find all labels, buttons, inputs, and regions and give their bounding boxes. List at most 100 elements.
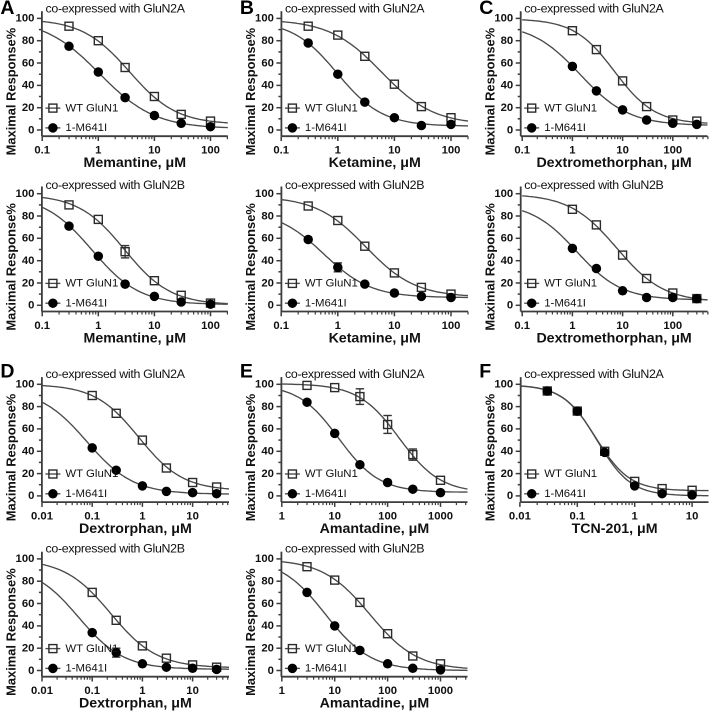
svg-text:0: 0 (28, 665, 34, 677)
svg-text:WT GluN1: WT GluN1 (305, 102, 358, 114)
svg-text:10: 10 (616, 145, 629, 157)
svg-text:80: 80 (22, 401, 35, 413)
svg-text:0: 0 (507, 124, 513, 136)
svg-text:100: 100 (494, 379, 513, 391)
svg-text:100: 100 (201, 145, 220, 157)
svg-text:0: 0 (268, 124, 274, 136)
svg-text:80: 80 (22, 576, 35, 588)
svg-text:20: 20 (22, 468, 35, 480)
svg-text:Maximal Response%: Maximal Response% (243, 27, 258, 155)
svg-text:co-expressed with GluN2A: co-expressed with GluN2A (285, 1, 425, 15)
svg-text:1: 1 (279, 685, 285, 697)
svg-text:40: 40 (22, 80, 35, 92)
svg-text:60: 60 (22, 57, 35, 69)
svg-text:10: 10 (148, 320, 161, 332)
svg-text:F: F (479, 360, 491, 382)
svg-text:co-expressed with GluN2A: co-expressed with GluN2A (46, 367, 186, 381)
svg-text:co-expressed with GluN2B: co-expressed with GluN2B (46, 541, 186, 555)
svg-text:Maximal Response%: Maximal Response% (4, 203, 19, 331)
svg-text:1-M641I: 1-M641I (544, 297, 586, 309)
svg-text:Maximal Response%: Maximal Response% (243, 203, 258, 331)
svg-text:40: 40 (22, 446, 35, 458)
svg-text:100: 100 (16, 553, 35, 565)
svg-text:0.01: 0.01 (509, 511, 531, 523)
svg-text:80: 80 (261, 210, 274, 222)
svg-text:Dextromethorphan, μM: Dextromethorphan, μM (536, 155, 691, 171)
svg-text:Maximal Response%: Maximal Response% (483, 27, 498, 155)
svg-text:1-M641I: 1-M641I (65, 488, 107, 500)
svg-text:0: 0 (268, 490, 274, 502)
svg-text:100: 100 (378, 685, 397, 697)
svg-text:20: 20 (261, 468, 274, 480)
svg-text:20: 20 (261, 102, 274, 114)
svg-text:1-M641I: 1-M641I (305, 488, 347, 500)
svg-text:60: 60 (261, 57, 274, 69)
svg-text:60: 60 (501, 57, 514, 69)
svg-text:co-expressed with GluN2A: co-expressed with GluN2A (524, 367, 664, 381)
svg-text:1: 1 (335, 145, 341, 157)
svg-text:B: B (240, 0, 254, 19)
svg-text:Amantadine, μM: Amantadine, μM (320, 696, 430, 712)
svg-text:Memantine, μM: Memantine, μM (84, 330, 187, 346)
svg-text:1: 1 (569, 320, 575, 332)
svg-text:100: 100 (255, 13, 274, 25)
svg-text:0: 0 (507, 300, 513, 312)
svg-text:1-M641I: 1-M641I (305, 297, 347, 309)
svg-text:1-M641I: 1-M641I (544, 488, 586, 500)
svg-text:60: 60 (261, 598, 274, 610)
svg-text:Maximal Response%: Maximal Response% (483, 203, 498, 331)
svg-text:0: 0 (268, 665, 274, 677)
svg-text:Dextrorphan, μM: Dextrorphan, μM (79, 696, 192, 712)
svg-text:100: 100 (16, 188, 35, 200)
svg-text:0.1: 0.1 (84, 511, 100, 523)
svg-text:40: 40 (261, 446, 274, 458)
svg-text:10: 10 (328, 685, 341, 697)
svg-text:20: 20 (261, 643, 274, 655)
svg-text:Maximal Response%: Maximal Response% (4, 27, 19, 155)
svg-text:100: 100 (378, 511, 397, 523)
svg-text:10: 10 (388, 320, 401, 332)
svg-text:WT GluN1: WT GluN1 (65, 278, 118, 290)
svg-text:60: 60 (501, 423, 514, 435)
svg-text:0.1: 0.1 (514, 145, 530, 157)
svg-text:100: 100 (201, 320, 220, 332)
svg-text:0.1: 0.1 (273, 320, 289, 332)
svg-text:Maximal Response%: Maximal Response% (243, 393, 258, 521)
svg-text:80: 80 (501, 401, 514, 413)
svg-text:1-M641I: 1-M641I (305, 663, 347, 675)
svg-text:100: 100 (663, 145, 682, 157)
svg-text:Maximal Response%: Maximal Response% (4, 568, 19, 696)
svg-text:0: 0 (268, 300, 274, 312)
svg-text:40: 40 (501, 446, 514, 458)
svg-text:60: 60 (22, 423, 35, 435)
svg-text:WT GluN1: WT GluN1 (544, 468, 597, 480)
svg-text:10: 10 (686, 511, 699, 523)
svg-text:0.01: 0.01 (31, 511, 53, 523)
svg-text:80: 80 (22, 35, 35, 47)
svg-text:40: 40 (261, 80, 274, 92)
svg-text:0.1: 0.1 (34, 145, 50, 157)
svg-text:100: 100 (494, 188, 513, 200)
svg-text:10: 10 (616, 320, 629, 332)
svg-text:TCN-201, μM: TCN-201, μM (572, 521, 658, 537)
svg-text:WT GluN1: WT GluN1 (305, 643, 358, 655)
svg-text:1: 1 (632, 511, 638, 523)
svg-text:WT GluN1: WT GluN1 (305, 278, 358, 290)
svg-text:Memantine, μM: Memantine, μM (84, 155, 187, 171)
svg-text:10: 10 (388, 145, 401, 157)
svg-text:60: 60 (22, 598, 35, 610)
svg-text:1: 1 (335, 320, 341, 332)
svg-text:80: 80 (501, 35, 514, 47)
svg-text:20: 20 (261, 277, 274, 289)
svg-text:1-M641I: 1-M641I (65, 663, 107, 675)
svg-text:0: 0 (28, 490, 34, 502)
svg-text:WT GluN1: WT GluN1 (65, 468, 118, 480)
svg-text:C: C (479, 0, 493, 19)
svg-text:100: 100 (255, 553, 274, 565)
svg-text:0.1: 0.1 (84, 685, 100, 697)
svg-text:D: D (0, 360, 14, 382)
svg-text:Dextrorphan, μM: Dextrorphan, μM (79, 521, 192, 537)
svg-text:Maximal Response%: Maximal Response% (243, 568, 258, 696)
svg-text:1: 1 (279, 511, 285, 523)
svg-text:40: 40 (261, 255, 274, 267)
